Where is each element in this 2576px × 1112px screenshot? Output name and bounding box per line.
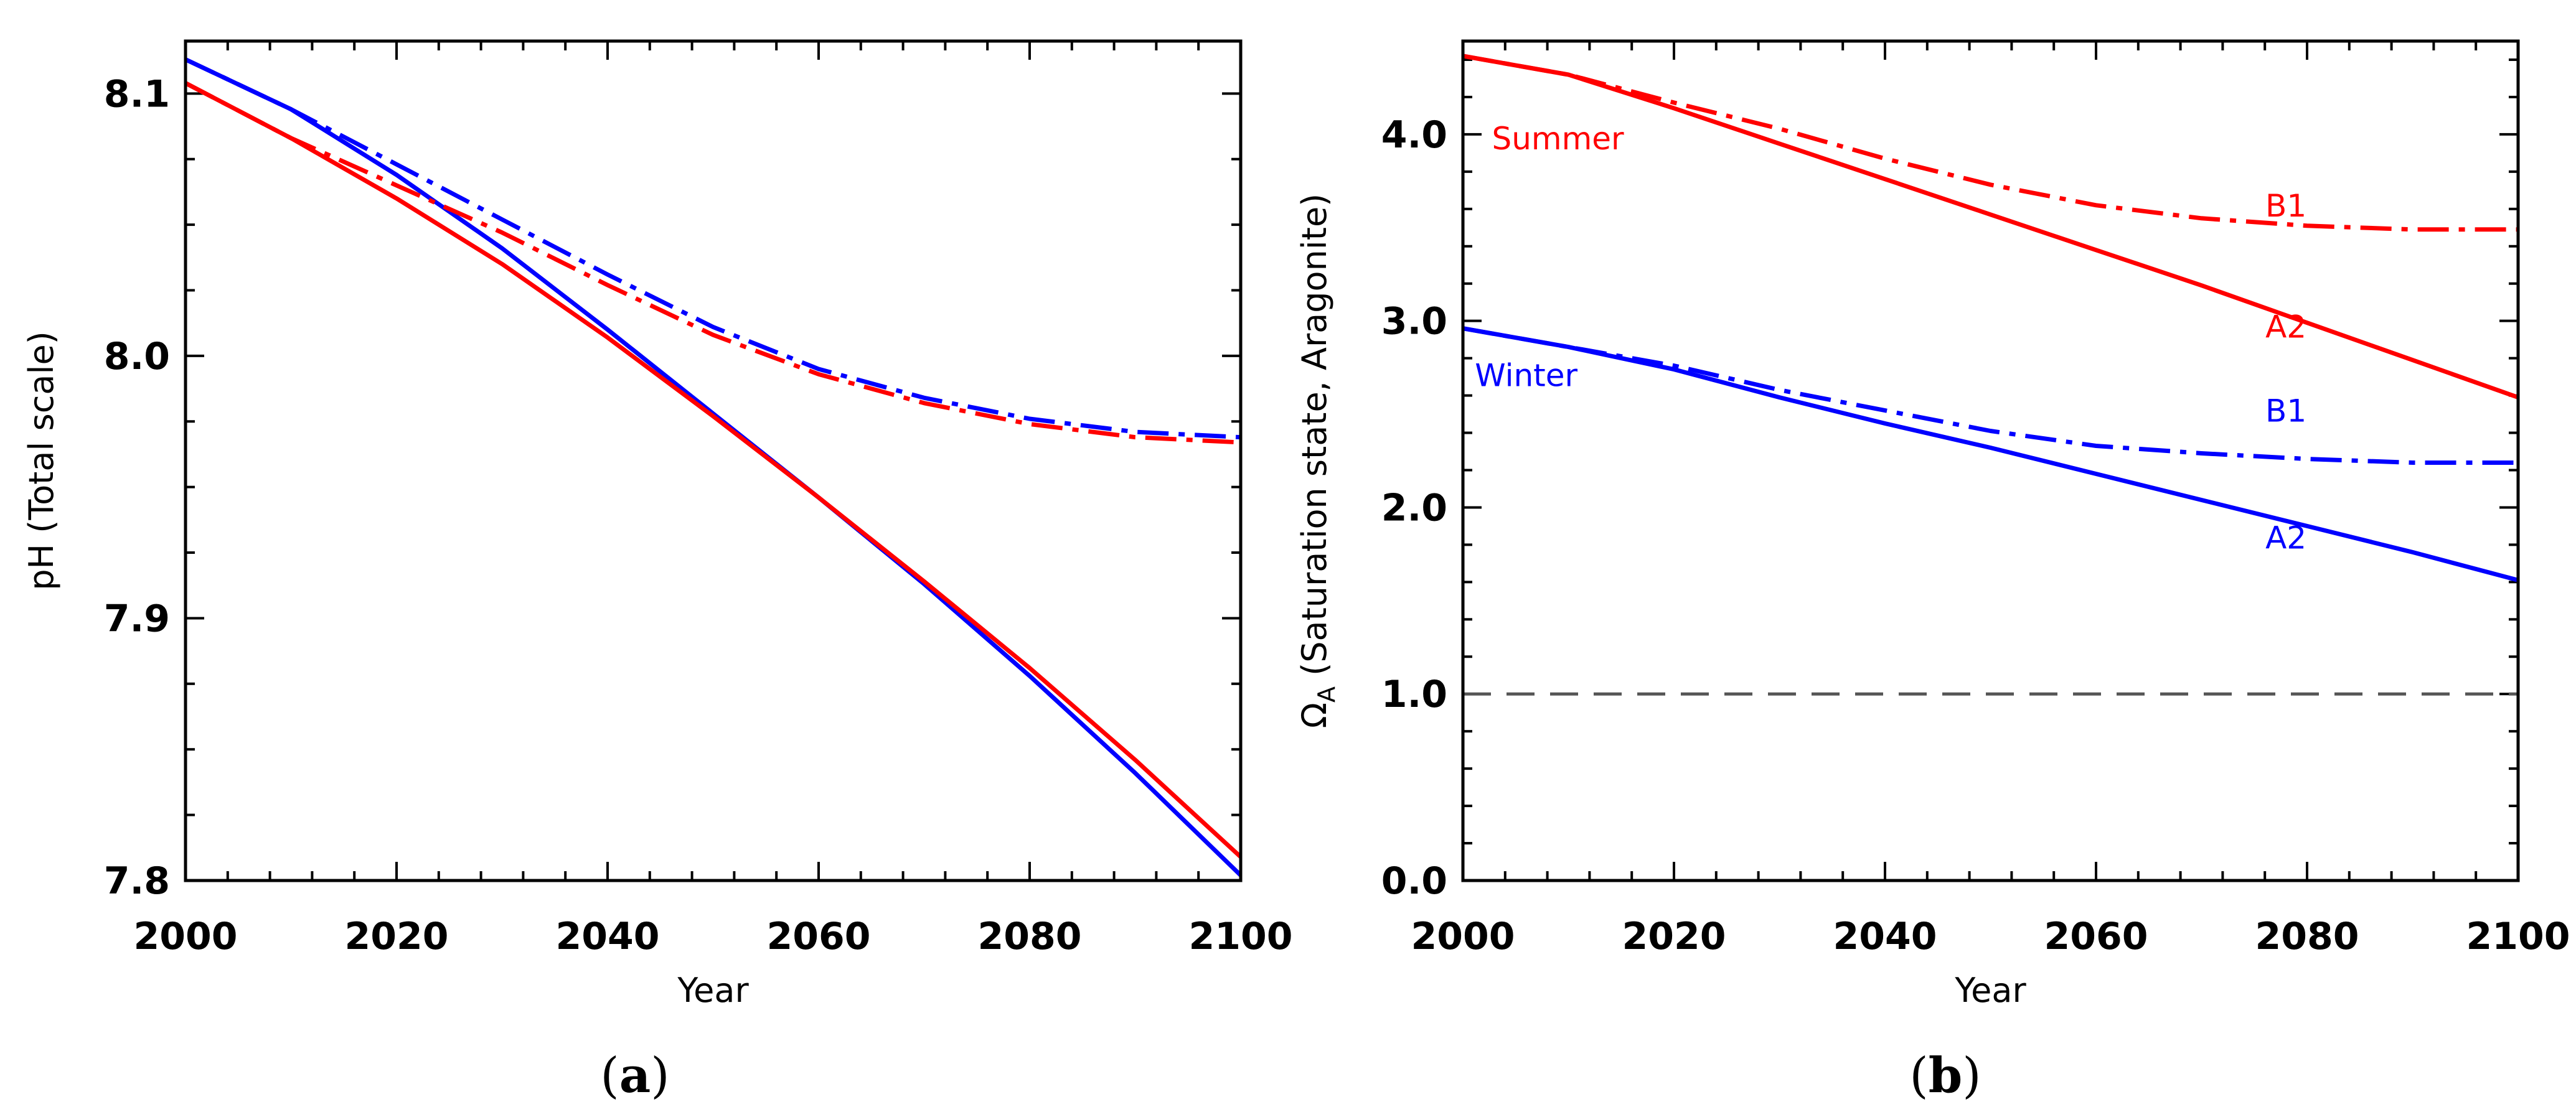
- y-tick-label: 7.8: [104, 859, 170, 903]
- annotation-a2: A2: [2265, 309, 2306, 345]
- panel-label-open-paren: (: [600, 1048, 619, 1104]
- panel-label: (a): [600, 1047, 669, 1104]
- y-axis-title: pH (Total scale): [22, 331, 61, 591]
- x-tick-label: 2020: [345, 915, 449, 958]
- annotation-summer: Summer: [1492, 121, 1624, 157]
- series-line-summer-b1: [1463, 54, 2518, 232]
- y-axis-title-text: (Saturation state, Aragonite): [1295, 194, 1334, 686]
- y-tick-label: 8.0: [104, 335, 170, 378]
- x-tick-label: 2040: [556, 915, 660, 958]
- y-tick-label: 4.0: [1381, 113, 1447, 157]
- y-tick-label: 8.1: [104, 72, 170, 116]
- panel-label-open-paren: (: [1909, 1048, 1928, 1104]
- panel-label-close-paren: ): [651, 1048, 669, 1104]
- x-tick-label: 2060: [767, 915, 871, 958]
- x-tick-label: 2060: [2044, 915, 2148, 958]
- y-tick-label: 3.0: [1381, 300, 1447, 343]
- y-axis-title-subscript: A: [1313, 686, 1340, 703]
- panel-b: 2000 2020 2040 2060 2080 2100 0.0 1.0 2.0 3.0 4.0 Y…: [1295, 39, 2570, 1104]
- y-tick-label: 2.0: [1381, 486, 1447, 530]
- panel-a: 2000 2020 2040 2060 2080 2100 7.8 7.9 8.0 8.1 Year…: [22, 39, 1293, 1104]
- y-tick-label: 7.9: [104, 597, 170, 640]
- x-tick-label: 2080: [978, 915, 1082, 958]
- x-tick-label: 2040: [1833, 915, 1937, 958]
- panel-label-close-paren: ): [1962, 1048, 1981, 1104]
- series-line-winter-b1: [186, 57, 1241, 440]
- annotation-b1: B1: [2265, 188, 2306, 224]
- x-tick-label: 2100: [2466, 915, 2570, 958]
- annotation-a2: A2: [2265, 520, 2306, 556]
- annotation-winter: Winter: [1475, 358, 1577, 394]
- y-axis-title-symbol: Ω: [1295, 703, 1334, 728]
- x-tick-label: 2020: [1622, 915, 1726, 958]
- series-line-winter-b1: [1463, 326, 2518, 465]
- series-line-winter-a2: [1463, 326, 2518, 582]
- panel-label: (b): [1909, 1047, 1981, 1104]
- x-axis-title: Year: [677, 971, 749, 1010]
- y-tick-label: 0.0: [1381, 859, 1447, 903]
- x-tick-label: 2000: [134, 915, 238, 958]
- x-axis-title: Year: [1954, 971, 2026, 1010]
- series-line-summer-a2: [1463, 54, 2518, 399]
- y-axis-title: ΩA (Saturation state, Aragonite): [1295, 194, 1340, 729]
- series-line-summer-b1: [186, 81, 1241, 445]
- series-line-winter-a2: [186, 57, 1241, 877]
- plot-frame: [1461, 39, 2520, 882]
- series-line-summer-a2: [186, 81, 1241, 859]
- x-tick-label: 2080: [2255, 915, 2359, 958]
- x-tick-label: 2100: [1189, 915, 1293, 958]
- x-tick-label: 2000: [1411, 915, 1515, 958]
- annotation-b1: B1: [2265, 393, 2306, 429]
- panel-label-letter: a: [619, 1047, 651, 1104]
- panel-label-letter: b: [1929, 1047, 1963, 1104]
- y-tick-label: 1.0: [1381, 673, 1447, 716]
- plot-frame: [184, 39, 1243, 882]
